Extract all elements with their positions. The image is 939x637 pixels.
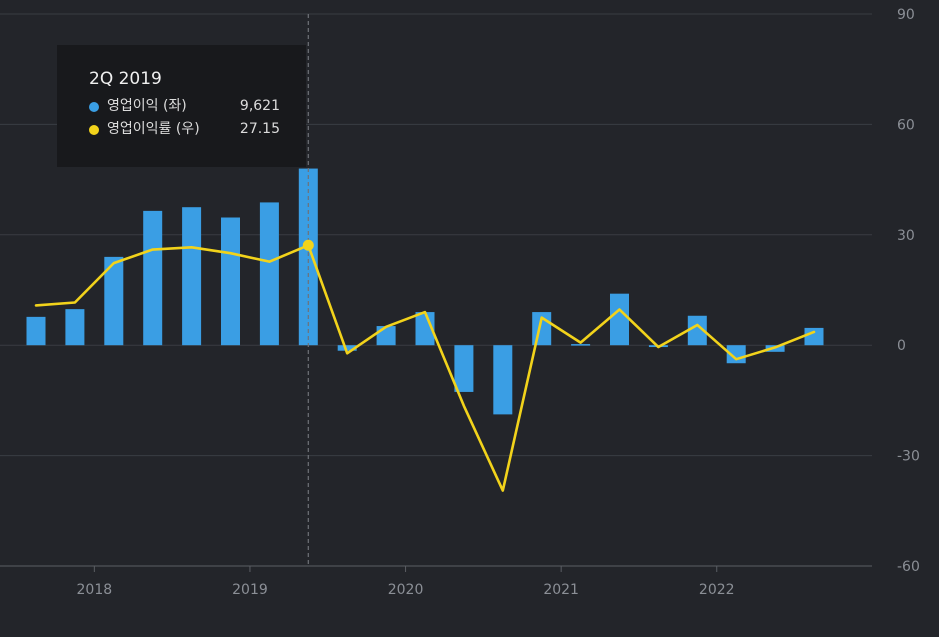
- highlight-point: [302, 239, 314, 251]
- y-tick-label: -60: [897, 559, 920, 575]
- bar-series: [26, 168, 824, 415]
- bar: [454, 345, 474, 392]
- bar: [610, 293, 629, 346]
- y-axis-ticks: 90 60 30 0 -30 -60: [897, 7, 920, 575]
- tooltip: 2Q 2019 영업이익 (좌) 9,621 영업이익률 (우) 27.15: [57, 45, 306, 167]
- line-series: [34, 239, 816, 492]
- bar: [182, 207, 202, 346]
- y-tick-label: -30: [897, 449, 920, 465]
- y-tick-label: 0: [897, 338, 906, 354]
- tooltip-row-operating-margin: 영업이익률 (우) 27.15: [89, 118, 306, 141]
- bar: [221, 217, 240, 346]
- bar: [337, 345, 357, 351]
- bar: [376, 326, 396, 346]
- y-tick-label: 30: [897, 228, 915, 244]
- tooltip-value: 9,621: [239, 98, 280, 114]
- y-tick-label: 60: [897, 117, 915, 133]
- series-line: [34, 243, 816, 492]
- tooltip-value: 27.15: [239, 121, 280, 137]
- bar: [571, 344, 591, 346]
- x-tick-label: 2019: [232, 582, 268, 598]
- bar: [493, 345, 513, 415]
- tooltip-label: 영업이익 (좌): [107, 98, 187, 114]
- operating-margin-dot-icon: [89, 124, 99, 135]
- tooltip-row-operating-profit: 영업이익 (좌) 9,621: [89, 95, 306, 118]
- bar: [298, 168, 318, 346]
- bar: [259, 202, 279, 346]
- tooltip-label: 영업이익률 (우): [107, 121, 200, 137]
- x-tick-label: 2018: [77, 582, 113, 598]
- bar: [804, 327, 824, 346]
- x-tick-label: 2020: [388, 582, 424, 598]
- x-axis-ticks: 2018 2019 2020 2021 2022: [77, 566, 735, 598]
- bar: [104, 256, 124, 346]
- x-tick-label: 2021: [543, 582, 579, 598]
- bar: [143, 210, 163, 346]
- bar: [65, 309, 85, 346]
- bar: [687, 315, 707, 346]
- bar: [26, 316, 46, 346]
- tooltip-title: 2Q 2019: [89, 69, 162, 89]
- x-tick-label: 2022: [699, 582, 735, 598]
- operating-profit-dot-icon: [89, 101, 99, 112]
- y-tick-label: 90: [897, 7, 915, 23]
